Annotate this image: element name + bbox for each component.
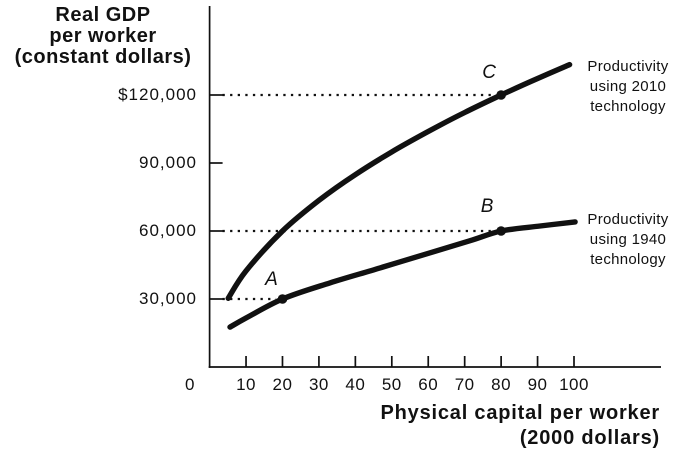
x-axis-tick-label: 20	[272, 375, 293, 394]
y-axis-tick-label: $120,000	[118, 85, 197, 104]
x-axis-tick-label: 60	[418, 375, 439, 394]
x-axis-tick-label: 100	[559, 375, 589, 394]
y-axis-tick-label: 30,000	[139, 289, 197, 308]
curve-1940	[227, 219, 578, 330]
point-dot-B	[496, 226, 506, 236]
x-axis-tick-label: 40	[345, 375, 366, 394]
x-axis-tick-label: 10	[236, 375, 256, 394]
x-axis-title: Physical capital per worker (2000 dollar…	[380, 402, 660, 449]
point-dot-A	[277, 294, 288, 304]
curve-label-2010: Productivity using 2010 technology	[587, 58, 669, 115]
point-dot-C	[496, 90, 506, 100]
curve-2010	[225, 61, 573, 301]
x-axis-tick-label: 30	[308, 375, 329, 394]
x-axis-tick-label: 90	[527, 375, 548, 394]
point-label-A: A	[264, 269, 278, 290]
point-label-B: B	[481, 196, 494, 217]
x-axis-tick-label: 50	[381, 375, 402, 394]
x-axis-tick-label: 70	[454, 375, 475, 394]
x-axis-tick-label: 0	[185, 375, 195, 394]
y-axis-tick-label: 60,000	[139, 221, 197, 240]
y-axis-tick-label: 90,000	[139, 153, 197, 172]
x-axis-tick-label: 80	[491, 375, 512, 394]
point-label-C: C	[482, 62, 496, 83]
curve-label-1940: Productivity using 1940 technology	[587, 211, 669, 268]
y-axis-title: Real GDP per worker (constant dollars)	[14, 4, 192, 68]
